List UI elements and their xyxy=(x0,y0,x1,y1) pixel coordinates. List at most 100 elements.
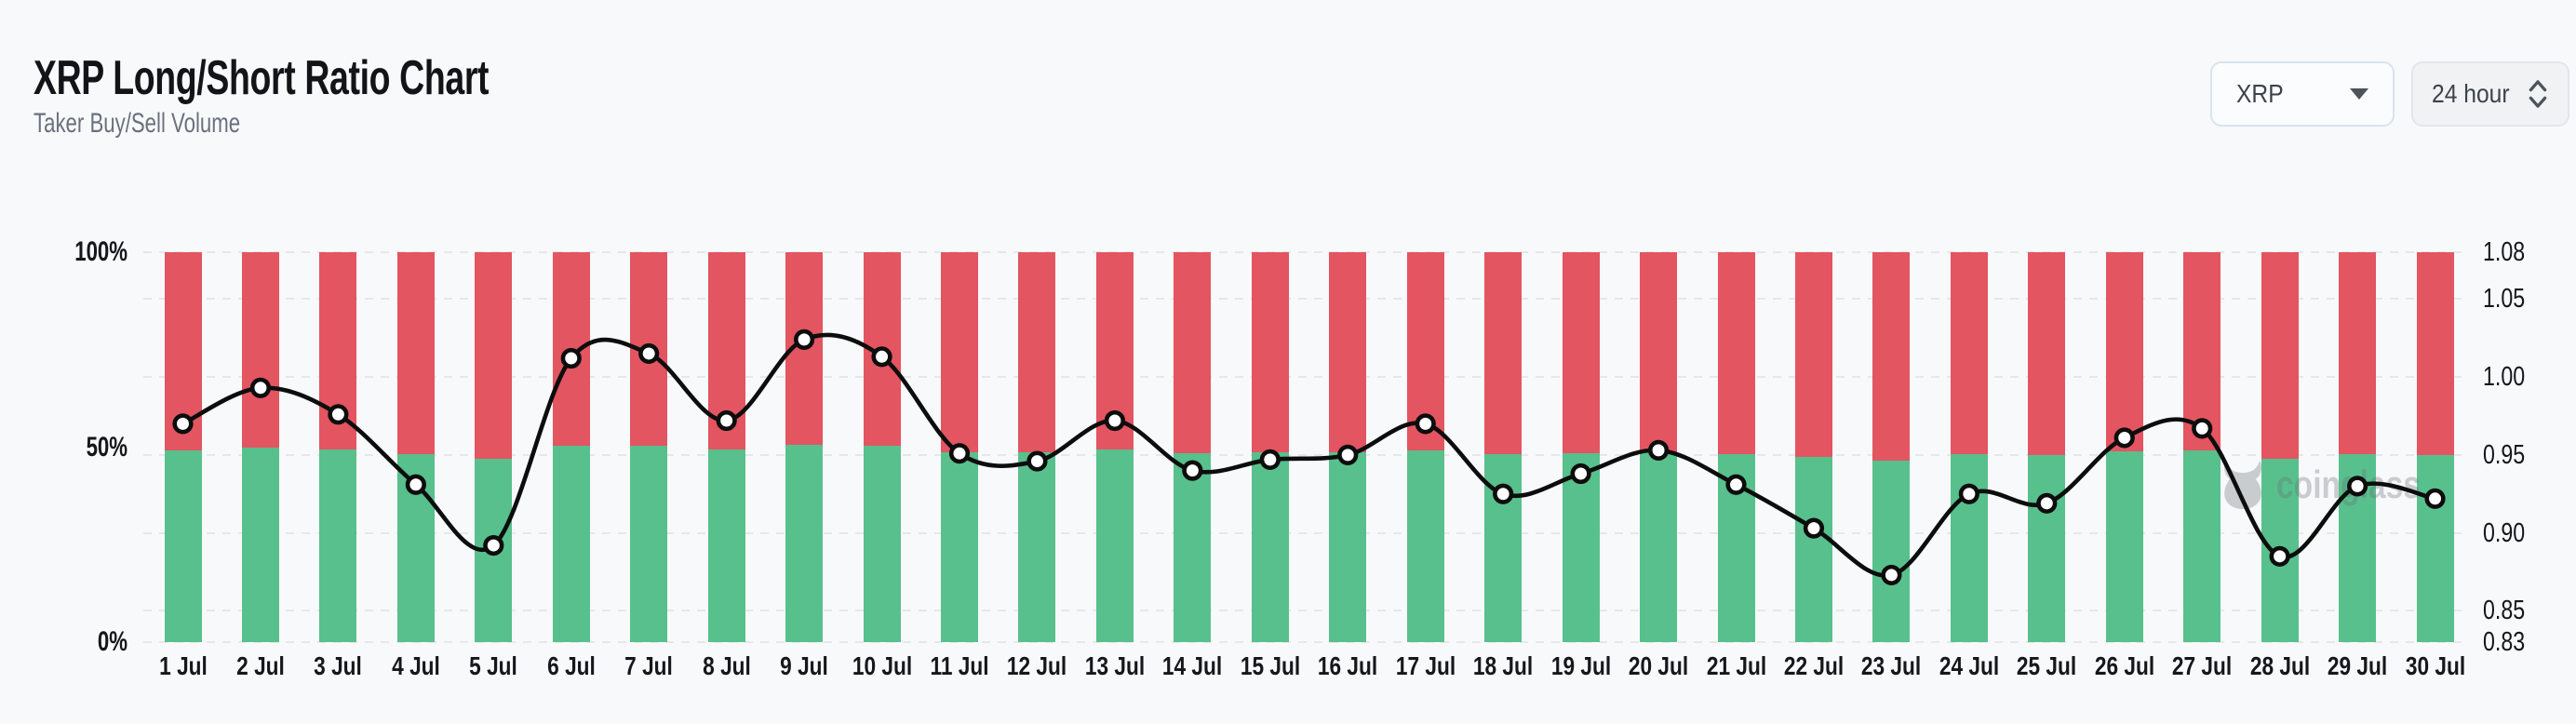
x-axis-tick: 22 Jul xyxy=(1783,651,1845,680)
long-bar xyxy=(630,445,668,642)
long-bar xyxy=(2183,449,2221,642)
long-bar xyxy=(396,454,435,642)
y-axis-right-tick: 0.85 xyxy=(2483,596,2526,626)
x-axis-tick: 30 Jul xyxy=(2405,651,2465,680)
long-bar xyxy=(1018,452,1056,642)
short-bar xyxy=(2183,252,2221,450)
coinglass-logo-icon xyxy=(2223,461,2262,509)
y-axis-left-tick: 50% xyxy=(86,431,127,463)
x-axis-tick: 20 Jul xyxy=(1628,651,1689,680)
h-gridline xyxy=(143,610,2466,612)
short-bar xyxy=(1174,252,1212,453)
x-axis-tick: 19 Jul xyxy=(1550,651,1611,680)
page-subtitle: Taker Buy/Sell Volume xyxy=(34,108,241,139)
x-axis-tick: 6 Jul xyxy=(546,651,596,680)
interval-select[interactable]: 24 hour xyxy=(2411,61,2569,127)
x-axis-tick: 8 Jul xyxy=(702,651,751,680)
short-bar xyxy=(396,252,435,455)
x-axis-tick: 29 Jul xyxy=(2327,651,2388,680)
y-axis-left-tick: 100% xyxy=(74,236,127,267)
short-bar xyxy=(1872,252,1911,461)
x-axis-tick: 25 Jul xyxy=(2017,651,2077,680)
short-bar xyxy=(2339,252,2377,455)
y-axis-right-tick: 1.08 xyxy=(2483,237,2526,267)
short-bar xyxy=(1251,252,1289,453)
long-bar xyxy=(241,448,279,642)
long-bar xyxy=(1095,449,1134,642)
x-axis-tick: 23 Jul xyxy=(1861,651,1922,680)
symbol-select[interactable]: XRP xyxy=(2210,61,2395,127)
long-bar xyxy=(1329,451,1367,642)
short-bar xyxy=(2105,252,2143,451)
x-axis-tick: 24 Jul xyxy=(1939,651,1999,680)
x-axis-tick: 14 Jul xyxy=(1162,651,1223,680)
short-bar xyxy=(1406,252,1444,450)
short-bar xyxy=(1717,252,1755,455)
long-bar xyxy=(552,446,590,642)
long-bar xyxy=(1717,454,1755,642)
short-bar xyxy=(241,252,279,449)
short-bar xyxy=(785,252,824,445)
x-axis-tick: 7 Jul xyxy=(624,651,674,680)
chevron-down-icon xyxy=(2350,88,2368,100)
short-bar xyxy=(1484,252,1523,455)
x-axis-tick: 11 Jul xyxy=(930,651,989,680)
page-title: XRP Long/Short Ratio Chart xyxy=(34,51,490,105)
short-bar xyxy=(2028,252,2066,456)
x-axis-tick: 2 Jul xyxy=(236,651,285,680)
x-axis-tick: 4 Jul xyxy=(391,651,440,680)
long-bar xyxy=(475,458,513,642)
long-bar xyxy=(1872,460,1911,642)
x-axis-tick: 18 Jul xyxy=(1472,651,1534,680)
long-bar xyxy=(1484,454,1523,642)
long-bar xyxy=(785,444,824,642)
long-bar xyxy=(2105,450,2143,642)
short-bar xyxy=(319,252,357,449)
x-axis-tick: 26 Jul xyxy=(2094,651,2154,680)
x-axis-tick: 10 Jul xyxy=(852,651,912,680)
watermark-text: coinglass xyxy=(2276,463,2421,506)
long-bar xyxy=(319,449,357,642)
long-bar xyxy=(1406,449,1444,642)
long-bar xyxy=(863,446,901,642)
long-bar xyxy=(1950,454,1988,642)
short-bar xyxy=(1562,252,1600,454)
short-bar xyxy=(1950,252,1988,455)
long-bar xyxy=(1640,451,1678,642)
h-gridline xyxy=(143,641,2466,643)
y-axis-right-tick: 1.05 xyxy=(2483,284,2526,315)
x-axis-tick: 1 Jul xyxy=(158,651,208,680)
long-bar xyxy=(1174,452,1212,642)
x-axis-tick: 3 Jul xyxy=(314,651,363,680)
x-axis-tick: 27 Jul xyxy=(2172,651,2233,680)
short-bar xyxy=(1640,252,1678,452)
long-bar xyxy=(2028,455,2066,642)
short-bar xyxy=(1794,252,1832,457)
x-axis-tick: 21 Jul xyxy=(1706,651,1766,680)
long-bar xyxy=(1794,456,1832,642)
short-bar xyxy=(941,252,978,452)
long-bar xyxy=(707,449,745,642)
h-gridline xyxy=(143,251,2466,253)
y-axis-right-tick: 0.83 xyxy=(2483,627,2526,657)
h-gridline xyxy=(143,298,2466,301)
x-axis-tick: 5 Jul xyxy=(469,651,518,680)
x-axis-tick: 9 Jul xyxy=(780,651,828,680)
up-down-spinner-icon xyxy=(2529,80,2547,108)
x-axis-tick: 28 Jul xyxy=(2249,651,2310,680)
long-bar xyxy=(941,451,978,642)
x-axis-tick: 13 Jul xyxy=(1084,651,1146,680)
short-bar xyxy=(1329,252,1367,452)
short-bar xyxy=(164,252,202,450)
y-axis-right-tick: 0.90 xyxy=(2483,517,2526,548)
x-axis-tick: 17 Jul xyxy=(1395,651,1456,680)
long-bar xyxy=(1251,452,1289,642)
short-bar xyxy=(630,252,668,446)
interval-select-value: 24 hour xyxy=(2432,79,2510,108)
short-bar xyxy=(552,252,590,447)
y-axis-left-tick: 0% xyxy=(97,626,127,657)
x-axis-tick: 16 Jul xyxy=(1318,651,1378,680)
short-bar xyxy=(2416,252,2454,455)
